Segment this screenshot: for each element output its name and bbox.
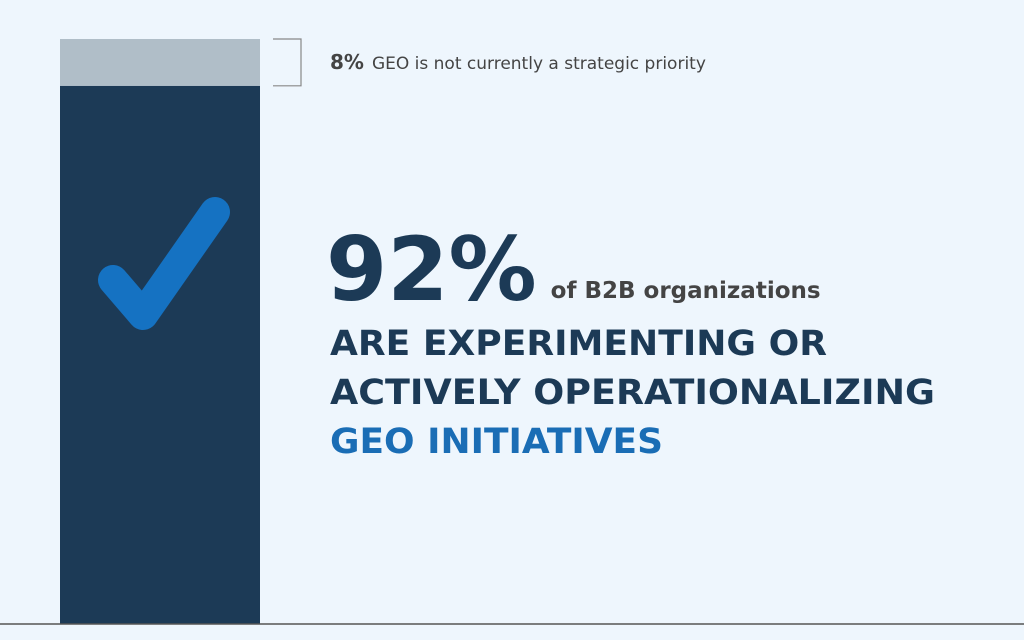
bracket (273, 38, 302, 87)
value-label: 8% (330, 50, 364, 74)
annotation: of B2B organizations (551, 278, 821, 304)
headline: ARE EXPERIMENTING OR (330, 324, 827, 364)
bar-segment (60, 39, 260, 86)
headline-highlight: GEO INITIATIVES (330, 422, 663, 462)
annotation: GEO is not currently a strategic priorit… (372, 54, 706, 74)
check-icon (98, 197, 230, 330)
bar-segment (60, 85, 260, 625)
headline: ACTIVELY OPERATIONALIZING (330, 373, 935, 413)
value-label: 92% (326, 218, 537, 321)
